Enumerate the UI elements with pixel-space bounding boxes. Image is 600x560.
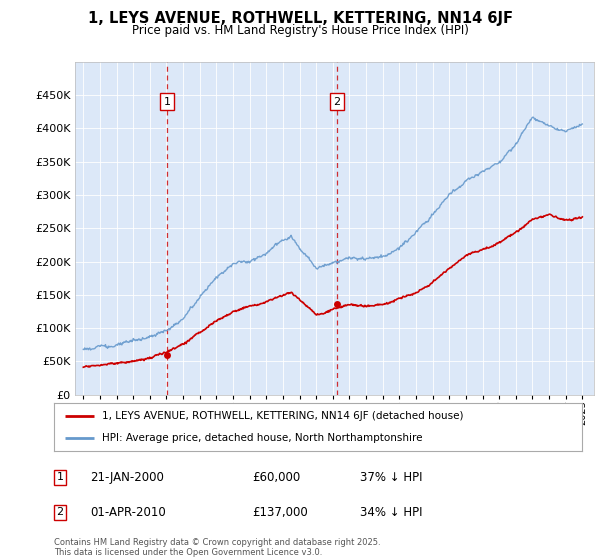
- Text: 2: 2: [334, 96, 341, 106]
- Text: £60,000: £60,000: [252, 470, 300, 484]
- Text: £137,000: £137,000: [252, 506, 308, 519]
- Text: 1, LEYS AVENUE, ROTHWELL, KETTERING, NN14 6JF: 1, LEYS AVENUE, ROTHWELL, KETTERING, NN1…: [88, 11, 512, 26]
- Text: Price paid vs. HM Land Registry's House Price Index (HPI): Price paid vs. HM Land Registry's House …: [131, 24, 469, 36]
- Text: 34% ↓ HPI: 34% ↓ HPI: [360, 506, 422, 519]
- Text: HPI: Average price, detached house, North Northamptonshire: HPI: Average price, detached house, Nort…: [101, 433, 422, 443]
- Text: Contains HM Land Registry data © Crown copyright and database right 2025.
This d: Contains HM Land Registry data © Crown c…: [54, 538, 380, 557]
- Text: 1: 1: [56, 472, 64, 482]
- Text: 37% ↓ HPI: 37% ↓ HPI: [360, 470, 422, 484]
- Text: 1, LEYS AVENUE, ROTHWELL, KETTERING, NN14 6JF (detached house): 1, LEYS AVENUE, ROTHWELL, KETTERING, NN1…: [101, 411, 463, 421]
- Text: 1: 1: [164, 96, 171, 106]
- Text: 01-APR-2010: 01-APR-2010: [90, 506, 166, 519]
- Text: 2: 2: [56, 507, 64, 517]
- Text: 21-JAN-2000: 21-JAN-2000: [90, 470, 164, 484]
